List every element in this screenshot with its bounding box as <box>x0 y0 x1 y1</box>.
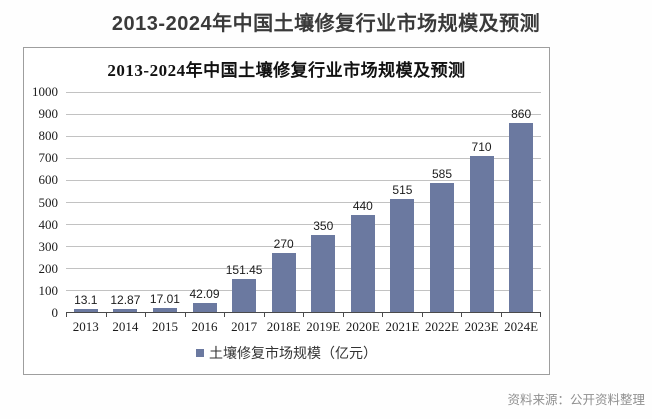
gridline <box>66 290 541 291</box>
bar <box>73 309 98 312</box>
chart-title: 2013-2024年中国土壤修复行业市场规模及预测 <box>107 61 466 80</box>
bar <box>311 235 336 312</box>
x-axis-tick <box>224 313 264 317</box>
bar <box>390 198 415 312</box>
bar <box>350 215 375 312</box>
bar-column: 585 <box>422 92 462 312</box>
x-axis-tick <box>382 313 422 317</box>
gridline <box>66 158 541 159</box>
x-axis-tick <box>421 313 462 317</box>
bar-value-label: 710 <box>471 139 492 154</box>
x-axis-label: 2023E <box>464 319 499 334</box>
bar-column: 515 <box>383 92 423 312</box>
source-note: 资料来源：公开资料整理 <box>507 393 645 407</box>
y-axis-label: 500 <box>38 194 59 210</box>
x-axis-tick <box>66 313 106 317</box>
y-axis-label: 600 <box>38 172 59 188</box>
y-axis-label: 0 <box>51 305 59 320</box>
bar-column: 12.87 <box>106 92 146 312</box>
gridline <box>66 246 541 247</box>
x-axis-tick <box>263 313 304 317</box>
x-axis-tick <box>500 313 541 317</box>
bar-value-label: 440 <box>352 199 373 214</box>
gridline <box>66 224 541 225</box>
x-axis-label: 2022E <box>425 319 459 334</box>
x-axis-tick <box>461 313 501 317</box>
chart-body: 0 100 200 300 400 500 600 700 800 900 1000 13.1 12.… <box>24 84 549 320</box>
x-axis-label: 2014 <box>112 319 139 334</box>
bar-value-label: 350 <box>313 219 334 233</box>
bar-column: 860 <box>501 92 541 312</box>
x-axis-ticks <box>66 313 541 317</box>
chart-frame: 2013-2024年中国土壤修复行业市场规模及预测 0 100 200 300 400 5… <box>23 47 550 375</box>
page-title: 2013-2024年中国土壤修复行业市场规模及预测 <box>111 13 541 35</box>
plot-area: 13.1 12.87 17.01 42.09 151.45 270 350 440 515 585… <box>66 92 541 313</box>
x-axis-label: 2021E <box>385 319 420 334</box>
x-axis-label: 2019E <box>306 319 341 334</box>
x-axis-label: 2015 <box>151 319 178 334</box>
bar <box>192 302 217 312</box>
bar-value-label: 585 <box>431 167 452 182</box>
bar-value-label: 151.45 <box>225 262 263 277</box>
bar <box>429 183 454 312</box>
x-axis-tick <box>184 313 225 317</box>
y-axis-label: 800 <box>38 128 59 144</box>
bar-column: 42.09 <box>185 92 225 312</box>
y-axis-label: 200 <box>38 260 59 276</box>
gridline <box>66 136 541 137</box>
bar <box>469 155 494 312</box>
legend: 土壤修复市场规模（亿元） <box>24 343 549 363</box>
x-axis-label: 2016 <box>191 319 218 334</box>
x-axis-label: 2020E <box>345 319 380 334</box>
gridline <box>66 268 541 269</box>
bar-value-label: 17.01 <box>149 292 180 307</box>
x-axis-label: 2018E <box>266 319 301 334</box>
gridline <box>66 92 541 93</box>
bar-value-label: 13.1 <box>74 293 98 308</box>
bar-column: 440 <box>343 92 383 312</box>
y-axis: 0 100 200 300 400 500 600 700 800 900 1000 <box>24 84 66 320</box>
gridline <box>66 180 541 181</box>
x-axis-label: 2024E <box>504 319 539 334</box>
bar <box>152 308 177 312</box>
x-axis-label: 2017 <box>231 319 258 334</box>
bar-value-label: 515 <box>392 182 413 197</box>
bar <box>113 309 138 312</box>
bar-column: 151.45 <box>224 92 264 312</box>
x-axis-tick <box>105 313 146 317</box>
y-axis-label: 700 <box>38 150 59 166</box>
y-axis-label: 100 <box>38 282 59 298</box>
y-axis-label: 900 <box>38 106 59 122</box>
bar-column: 350 <box>303 92 343 312</box>
x-axis-tick <box>303 313 343 317</box>
x-axis-tick <box>145 313 185 317</box>
legend-marker-icon <box>196 349 204 357</box>
y-axis-label: 1000 <box>32 84 58 99</box>
bar-column: 270 <box>264 92 304 312</box>
bar-value-label: 270 <box>273 236 294 251</box>
x-axis-tick <box>342 313 383 317</box>
legend-label: 土壤修复市场规模（亿元） <box>209 345 377 361</box>
bar <box>271 252 296 312</box>
bar-value-label: 860 <box>511 106 532 121</box>
x-axis-labels: 2013 2014 2015 2016 2017 2018E 2019E 2020E 2021E… <box>66 319 541 335</box>
y-axis-label: 300 <box>38 238 59 254</box>
bar-column: 710 <box>462 92 502 312</box>
bar <box>232 278 257 312</box>
bar-value-label: 12.87 <box>110 293 141 308</box>
gridline <box>66 202 541 203</box>
x-axis-label: 2013 <box>72 319 99 334</box>
gridline <box>66 114 541 115</box>
bars-layer: 13.1 12.87 17.01 42.09 151.45 270 350 440 515 585… <box>66 92 541 312</box>
bar-value-label: 42.09 <box>189 286 220 301</box>
y-axis-label: 400 <box>38 216 59 232</box>
bar <box>509 122 534 312</box>
bar-column: 17.01 <box>145 92 185 312</box>
bar-column: 13.1 <box>66 92 106 312</box>
